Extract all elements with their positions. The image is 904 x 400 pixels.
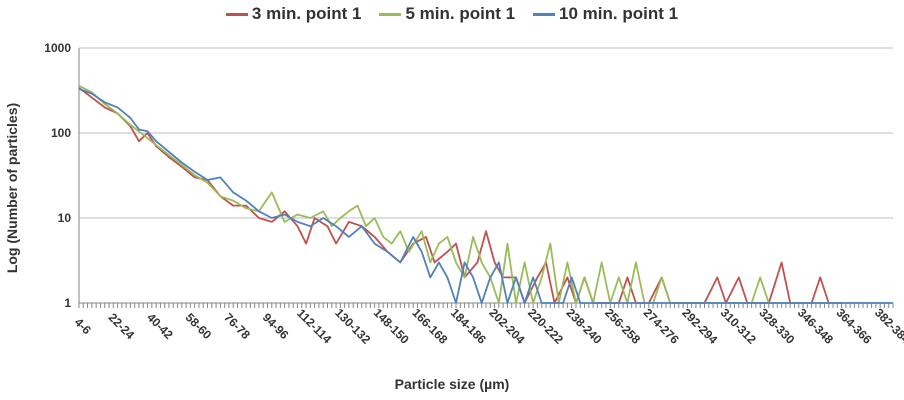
legend-label-3min: 3 min. point 1 <box>251 4 362 23</box>
series-line-1 <box>78 84 842 304</box>
x-tick-label-14: 256-258 <box>602 306 643 347</box>
x-tick-label-19: 346-348 <box>795 306 836 347</box>
x-tick-label-13: 238-240 <box>564 306 605 347</box>
x-tick-label-0: 4-6 <box>72 315 94 337</box>
legend-label-5min: 5 min. point 1 <box>405 4 516 23</box>
x-tick-label-12: 220-222 <box>525 306 566 347</box>
legend-item-5min: 5 min. point 1 <box>379 4 515 24</box>
legend-label-10min: 10 min. point 1 <box>559 4 679 23</box>
x-tick-label-16: 292-294 <box>679 306 720 347</box>
x-tick-labels: 4-6 22-24 40-42 58-60 76-78 94-96 112-114130-1… <box>72 306 904 347</box>
y-tick-label-2: 100 <box>51 126 71 140</box>
legend-swatch-3min <box>225 12 248 16</box>
x-tick-label-9: 166-168 <box>409 306 450 347</box>
y-axis-label: Log (Number of particles) <box>4 102 20 274</box>
y-tick-label-1: 10 <box>58 211 72 225</box>
x-axis-label: Particle size (µm) <box>394 376 510 392</box>
x-tick-label-6: 112-114 <box>294 306 334 346</box>
x-tick-label-11: 202-204 <box>486 306 527 347</box>
x-tick-label-7: 130-132 <box>332 306 373 347</box>
x-tick-label-5: 94-96 <box>260 310 292 342</box>
x-tick-label-2: 40-42 <box>144 310 176 342</box>
y-tick-label-3: 1000 <box>44 41 71 55</box>
x-tick-label-4: 76-78 <box>221 310 253 342</box>
x-tick-label-1: 22-24 <box>106 310 138 342</box>
y-tick-labels: 1 10 100 1000 <box>44 41 71 310</box>
legend-swatch-10min <box>533 12 556 16</box>
x-tick-label-20: 364-366 <box>833 306 874 347</box>
legend-swatch-5min <box>379 12 402 16</box>
x-tick-label-10: 184-186 <box>448 306 489 347</box>
series-line-2 <box>78 88 893 304</box>
legend-item-3min: 3 min. point 1 <box>225 4 362 24</box>
legend: 3 min. point 1 5 min. point 1 10 min. po… <box>0 4 904 24</box>
x-tick-label-17: 310-312 <box>718 306 759 347</box>
series-line-0 <box>78 87 842 304</box>
x-tick-label-8: 148-150 <box>371 306 412 347</box>
x-tick-label-21: 382-384 <box>872 306 904 347</box>
series-lines <box>78 84 893 304</box>
x-tick-label-15: 274-276 <box>641 306 682 347</box>
x-tick-label-3: 58-60 <box>183 310 215 342</box>
y-tick-label-0: 1 <box>64 296 71 310</box>
legend-item-10min: 10 min. point 1 <box>533 4 678 24</box>
x-tick-label-18: 328-330 <box>756 306 797 347</box>
